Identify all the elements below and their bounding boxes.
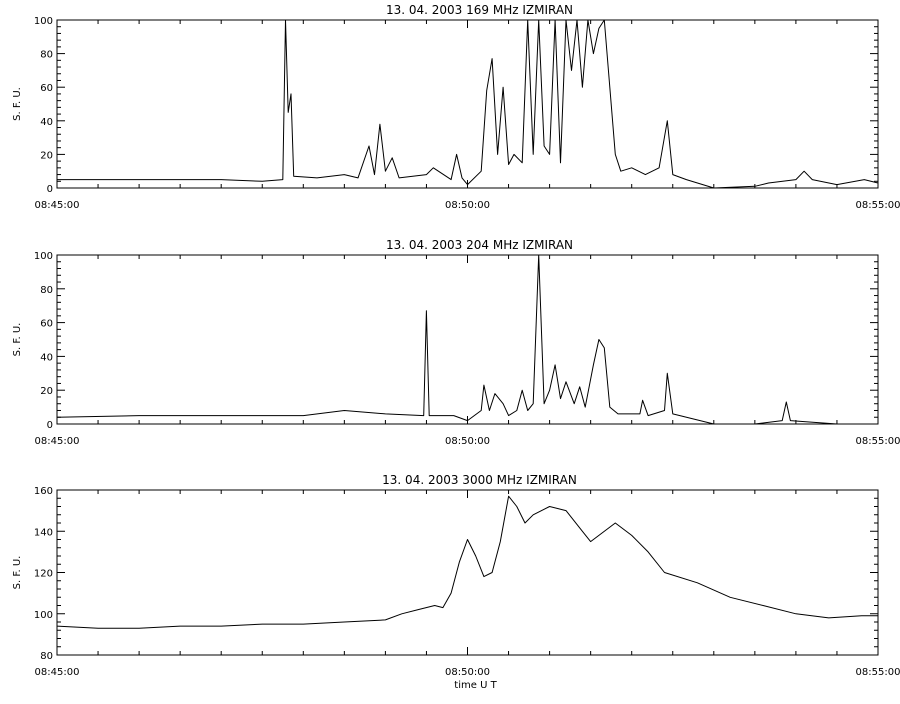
x-tick-label: 08:55:00 (856, 667, 900, 678)
y-tick-label: 160 (34, 486, 53, 497)
chart-title: 13. 04. 2003 204 MHz IZMIRAN (386, 238, 573, 252)
x-tick-label: 08:50:00 (445, 667, 490, 678)
y-axis-label: S. F. U. (12, 87, 23, 121)
y-tick-label: 60 (40, 319, 53, 330)
y-tick-label: 120 (34, 569, 53, 580)
x-tick-label: 08:45:00 (35, 200, 80, 211)
y-tick-label: 0 (47, 184, 53, 195)
chart-title: 13. 04. 2003 3000 MHz IZMIRAN (382, 473, 577, 487)
x-tick-label: 08:45:00 (35, 667, 80, 678)
y-tick-label: 80 (40, 50, 53, 61)
y-tick-label: 40 (40, 352, 53, 363)
y-tick-label: 20 (40, 150, 53, 161)
y-tick-label: 100 (34, 251, 53, 262)
chart-title: 13. 04. 2003 169 MHz IZMIRAN (386, 3, 573, 17)
x-tick-label: 08:45:00 (35, 436, 80, 447)
y-axis-label: S. F. U. (12, 323, 23, 357)
y-tick-label: 60 (40, 83, 53, 94)
chart-panel-2: 13. 04. 2003 204 MHz IZMIRAN S. F. U. 0 20 4… (12, 238, 900, 447)
series-line (56, 254, 878, 425)
y-tick-label: 80 (40, 651, 53, 662)
y-tick-label: 80 (40, 285, 53, 296)
x-axis-label: time U T (454, 680, 497, 691)
x-tick-label: 08:50:00 (445, 436, 490, 447)
y-tick-label: 100 (34, 16, 53, 27)
y-tick-label: 140 (34, 527, 53, 538)
chart-panel-3: 13. 04. 2003 3000 MHz IZMIRAN S. F. U. tim… (12, 473, 900, 691)
y-tick-label: 40 (40, 117, 53, 128)
plot-frame (56, 254, 879, 425)
y-tick-label: 100 (34, 610, 53, 621)
x-tick-label: 08:50:00 (445, 200, 490, 211)
plot-frame (56, 489, 879, 656)
x-tick-label: 08:55:00 (856, 436, 900, 447)
x-tick-label: 08:55:00 (856, 200, 900, 211)
y-axis-label: S. F. U. (12, 556, 23, 590)
plot-frame (56, 19, 879, 189)
series-line (56, 495, 878, 629)
chart-panel-1: 13. 04. 2003 169 MHz IZMIRAN S. F. U. 0 20 4… (12, 3, 900, 211)
y-tick-label: 0 (47, 420, 53, 431)
y-tick-label: 20 (40, 386, 53, 397)
series-line (57, 19, 879, 189)
